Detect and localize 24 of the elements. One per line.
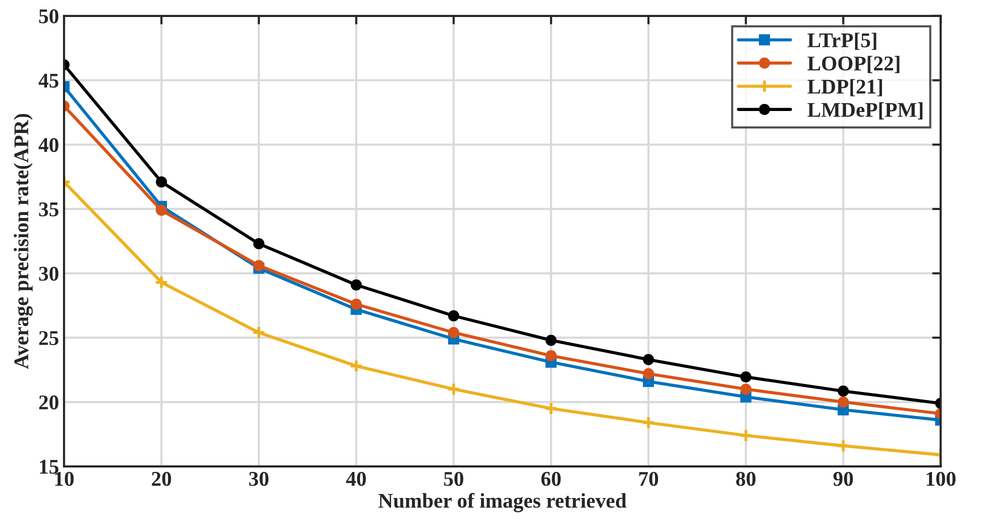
y-axis-title: Average precision rate(APR) — [14, 114, 33, 369]
y-tick-label: 50 — [39, 9, 58, 24]
x-tick-label: 80 — [736, 472, 756, 486]
x-tick-label: 70 — [639, 472, 658, 486]
x-axis-title: Number of images retrieved — [378, 492, 626, 512]
x-tick-label: 90 — [833, 472, 853, 486]
x-tick-label: 40 — [346, 472, 366, 486]
x-tick-label: 50 — [444, 472, 464, 486]
legend-label: LMDeP[PM] — [808, 102, 922, 120]
y-tick-label: 25 — [39, 331, 58, 346]
y-tick-label: 35 — [39, 202, 58, 216]
y-tick-label: 40 — [38, 138, 58, 152]
x-tick-label: 10 — [55, 472, 74, 486]
y-tick-label: 15 — [40, 460, 58, 474]
x-tick-label: 20 — [152, 472, 172, 486]
y-tick-label: 20 — [39, 395, 58, 410]
legend-label: LOOP[22] — [808, 56, 900, 74]
x-tick-label: 30 — [249, 472, 268, 486]
legend-label: LDP[21] — [808, 79, 882, 96]
y-tick-label: 30 — [39, 266, 58, 281]
x-tick-label: 100 — [926, 472, 956, 486]
y-tick-label: 45 — [38, 74, 58, 88]
x-tick-label: 60 — [541, 472, 561, 486]
legend-label: LTrP[5] — [808, 32, 876, 50]
